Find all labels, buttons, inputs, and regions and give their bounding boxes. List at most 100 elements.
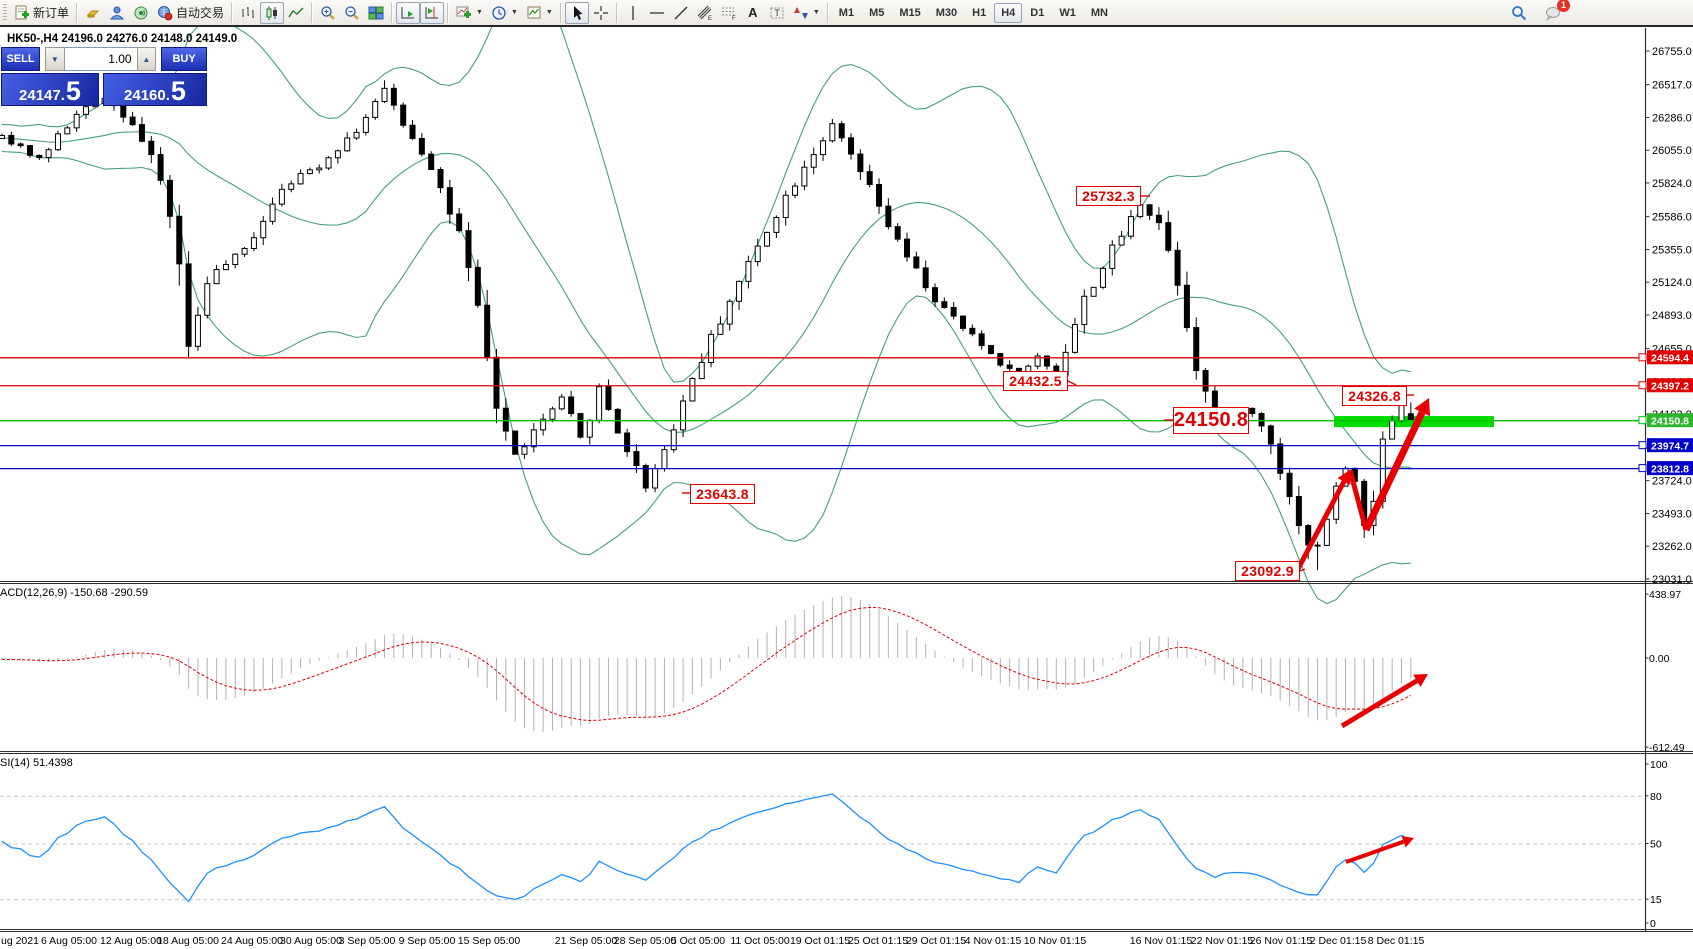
timeframe-m30[interactable]: M30 [935, 6, 958, 19]
timeframe-m5[interactable]: M5 [869, 6, 885, 19]
auto-trading-button[interactable]: 自动交易 [153, 2, 228, 24]
new-order-label: 新订单 [33, 6, 70, 20]
text-button[interactable]: A [741, 2, 765, 24]
timeframe-d1[interactable]: D1 [1030, 6, 1045, 19]
one-click-trade-panel: SELL ▼ ▲ BUY 24147.5 24160.5 [1, 47, 207, 106]
templates-button[interactable]: ▼ [522, 2, 557, 24]
buy-price-fraction: 5 [170, 76, 186, 107]
svg-text:80: 80 [1650, 791, 1662, 803]
bar-chart-button[interactable] [236, 2, 260, 24]
text-label-button[interactable]: T [765, 2, 789, 24]
trend-arrow[interactable] [1295, 480, 1347, 571]
svg-text:12 Aug 05:00: 12 Aug 05:00 [100, 935, 162, 947]
new-order-button[interactable]: 新订单 [10, 2, 73, 24]
buy-button[interactable]: BUY [161, 47, 207, 71]
search-button[interactable] [1507, 2, 1531, 24]
buy-price-display[interactable]: 24160. 5 [103, 73, 207, 106]
volume-input[interactable] [64, 47, 137, 71]
price-annotation[interactable]: 25732.3 [1076, 186, 1141, 206]
price-annotation[interactable]: 23643.8 [690, 484, 755, 504]
buy-price-main: 24160. [124, 87, 170, 104]
svg-text:26 Nov 01:15: 26 Nov 01:15 [1250, 935, 1313, 947]
notifications-button[interactable]: 1 [1541, 0, 1570, 24]
dropdown-caret: ▼ [476, 9, 483, 16]
svg-text:25824.0: 25824.0 [1652, 178, 1692, 190]
volume-decrease-button[interactable]: ▼ [45, 47, 65, 71]
trend-arrow[interactable] [1340, 678, 1419, 729]
vertical-line-button[interactable] [621, 2, 645, 24]
separator [826, 2, 829, 23]
toolbar-grip[interactable] [3, 3, 7, 22]
zoom-in-button[interactable] [316, 2, 340, 24]
zoom-out-button[interactable] [340, 2, 364, 24]
auto-trading-label: 自动交易 [176, 6, 225, 20]
price-annotation[interactable]: 24326.8 [1342, 386, 1407, 406]
svg-text:25355.0: 25355.0 [1652, 244, 1692, 256]
price-annotation[interactable]: 24432.5 [1003, 371, 1068, 391]
svg-text:26286.0: 26286.0 [1652, 112, 1692, 124]
symbols-button[interactable] [81, 2, 105, 24]
timeframe-mn[interactable]: MN [1090, 6, 1108, 19]
chart-background [0, 28, 1693, 932]
bar-chart-icon [242, 6, 255, 18]
auto-scroll-button[interactable] [396, 1, 421, 24]
svg-text:24150.8: 24150.8 [1651, 415, 1689, 427]
sell-price-display[interactable]: 24147. 5 [1, 73, 99, 106]
svg-text:30 Aug 05:00: 30 Aug 05:00 [280, 935, 342, 947]
arrows-button[interactable]: ▼ [789, 2, 824, 24]
tile-windows-button[interactable] [364, 2, 388, 24]
timeframe-m1[interactable]: M1 [838, 6, 855, 19]
trendline-button[interactable] [669, 2, 693, 24]
chart-shift-button[interactable] [420, 1, 445, 24]
price-annotation[interactable]: 23092.9 [1235, 561, 1300, 581]
indicators-icon [456, 6, 472, 18]
price-annotation[interactable]: 24150.8 [1173, 407, 1249, 434]
price-tag-23812.8 [1647, 461, 1693, 476]
periods-button[interactable]: ▼ [487, 2, 522, 24]
volume-increase-button[interactable]: ▲ [136, 47, 157, 71]
sell-price-fraction: 5 [65, 76, 81, 107]
channel-icon: E [697, 5, 712, 21]
rsi-line [1, 793, 1412, 903]
timeframe-m15[interactable]: M15 [899, 6, 921, 19]
cursor-button[interactable] [564, 1, 589, 24]
svg-text:26517.0: 26517.0 [1652, 80, 1692, 92]
svg-text:23031.0: 23031.0 [1652, 574, 1692, 586]
indicators-button[interactable]: ▼ [452, 2, 487, 24]
trend-arrow[interactable] [1362, 410, 1426, 532]
svg-text:4 Nov 01:15: 4 Nov 01:15 [965, 935, 1022, 947]
line-chart-button[interactable] [284, 2, 308, 24]
svg-text:F: F [732, 16, 736, 21]
svg-text:8 Dec 01:15: 8 Dec 01:15 [1368, 935, 1425, 947]
toolbar: 新订单 自动交易 [0, 0, 1693, 27]
signals-button[interactable] [129, 2, 153, 24]
separator [615, 2, 618, 23]
crosshair-button[interactable] [589, 2, 613, 24]
tile-windows-icon [368, 6, 384, 19]
svg-text:10 Nov 01:15: 10 Nov 01:15 [1024, 935, 1087, 947]
trend-arrow[interactable] [1347, 469, 1369, 531]
candlestick-chart-button[interactable] [260, 1, 285, 24]
trend-arrow[interactable] [1345, 839, 1405, 864]
price-tags[interactable]: 24594.4 24397.2 24150.8 23974.7 23812.8 [1638, 350, 1693, 476]
svg-text:-612.49: -612.49 [1649, 742, 1685, 754]
panel-frame [0, 28, 1693, 932]
svg-text:15 Sep 05:00: 15 Sep 05:00 [458, 935, 521, 947]
equidistant-channel-button[interactable]: E [693, 2, 717, 24]
horizontal-levels[interactable] [0, 357, 1645, 470]
sell-button[interactable]: SELL [1, 47, 41, 71]
timeframe-h4[interactable]: H4 [994, 2, 1023, 23]
trend-arrows[interactable] [1295, 398, 1431, 864]
timeframe-w1[interactable]: W1 [1059, 6, 1076, 19]
timeframe-h1[interactable]: H1 [972, 6, 987, 19]
profile-button[interactable] [105, 2, 129, 24]
arrows-icon [793, 6, 808, 19]
annotation-connectors [682, 195, 1414, 572]
macd-histogram [1, 596, 1412, 732]
separator [447, 2, 450, 23]
horizontal-line-button[interactable] [645, 2, 669, 24]
separator [391, 2, 394, 23]
fibonacci-button[interactable]: F [717, 2, 741, 24]
